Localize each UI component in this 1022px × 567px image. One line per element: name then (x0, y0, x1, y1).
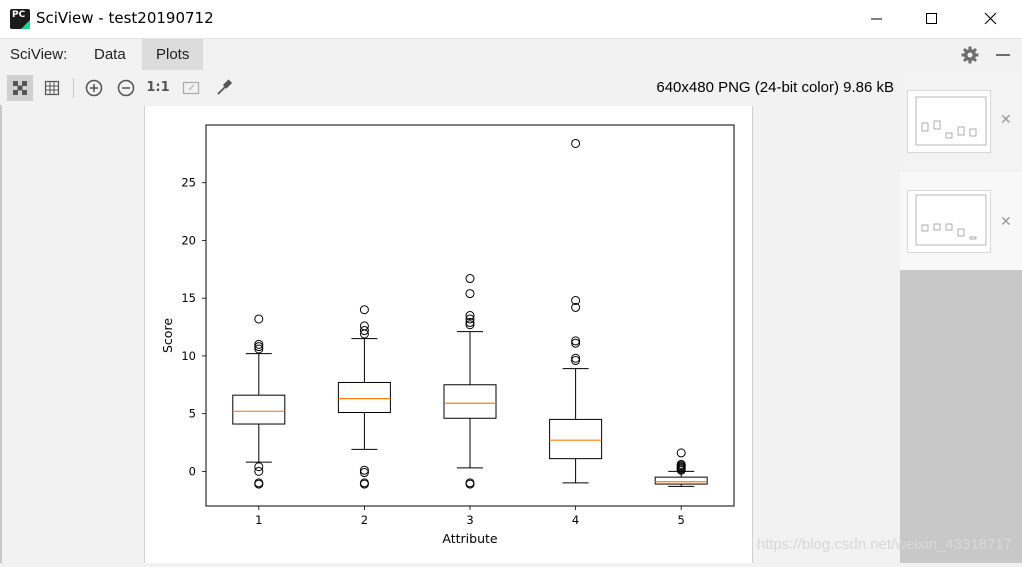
outlier-point (359, 468, 369, 478)
image-info: 640x480 PNG (24-bit color) 9.86 kB (656, 79, 894, 96)
outlier-point (571, 356, 581, 366)
outlier-point (359, 305, 369, 315)
fit-zoom-icon (182, 81, 200, 95)
outlier-point (571, 302, 581, 312)
grid-toggle-button[interactable] (39, 75, 65, 101)
y-tick-label: 20 (181, 233, 196, 247)
app-icon-accent (21, 20, 30, 29)
thumbnail-boxplot-preview (915, 194, 987, 246)
outlier-point (676, 465, 686, 475)
y-axis-label: Score (160, 318, 175, 353)
zoom-in-button[interactable] (81, 75, 107, 101)
x-tick-label: 4 (572, 513, 579, 527)
outlier-point (465, 479, 475, 489)
eyedropper-icon (217, 79, 233, 95)
y-tick-label: 10 (181, 349, 196, 363)
gear-icon (961, 46, 979, 64)
minimize-icon (871, 18, 882, 20)
y-tick-label: 5 (189, 407, 196, 421)
title-bar: PC SciView - test20190712 (0, 0, 1022, 38)
zoom-out-icon (117, 79, 135, 97)
outlier-point (571, 138, 581, 148)
outlier-point (359, 479, 369, 489)
boxplot-chart: 0 5 10 15 20 25 1 2 3 4 5 Attribute Score (160, 124, 735, 546)
y-tick-label: 0 (189, 464, 196, 478)
outlier-point (359, 465, 369, 475)
outlier-point (254, 314, 264, 324)
box (232, 394, 286, 425)
maximize-button[interactable] (906, 0, 956, 38)
outlier-point (465, 317, 475, 327)
outlier-point (359, 321, 369, 331)
outlier-point (254, 342, 264, 352)
image-toolbar: 1:1 640x480 PNG (24-bit color) 9.86 kB (0, 70, 900, 105)
x-tick-label: 1 (255, 513, 262, 527)
tab-data[interactable]: Data (94, 46, 126, 63)
y-tick-label: 15 (181, 291, 196, 305)
minimize-button[interactable] (852, 0, 902, 38)
zoom-in-icon (85, 79, 103, 97)
outlier-point (465, 320, 475, 330)
thumbnail-image (907, 90, 991, 153)
close-icon (984, 12, 997, 25)
window-title: SciView - test20190712 (36, 9, 214, 27)
outlier-point (571, 353, 581, 363)
outlier-point (465, 311, 475, 320)
y-tick-label: 25 (181, 176, 196, 190)
thumbnail-boxplot-preview (915, 96, 987, 146)
outlier-point (254, 479, 264, 489)
x-tick-label: 3 (466, 513, 473, 527)
close-button[interactable] (966, 0, 1016, 38)
outlier-point (359, 326, 369, 336)
box (549, 418, 603, 460)
box (654, 476, 708, 485)
color-picker-button[interactable] (211, 75, 237, 101)
outlier-point (254, 466, 264, 476)
fit-zoom-button[interactable] (178, 75, 204, 101)
pycharm-app-icon: PC (10, 9, 30, 29)
canvas-left-edge (0, 105, 2, 563)
plots-thumbnail-panel: ✕ ✕ (900, 70, 1022, 563)
x-axis-label: Attribute (442, 531, 498, 546)
outlier-point (571, 295, 581, 305)
x-tick-label: 5 (678, 513, 685, 527)
minimize-panel-icon (996, 54, 1010, 56)
actual-size-button[interactable]: 1:1 (146, 80, 170, 95)
thumbnail-item[interactable]: ✕ (900, 70, 1022, 172)
outlier-point (465, 274, 475, 284)
sciview-menubar: SciView: Data Plots (0, 38, 1022, 71)
outlier-point (254, 462, 264, 472)
outlier-point (571, 338, 581, 348)
tab-plots[interactable]: Plots (142, 39, 204, 71)
chessboard-toggle-button[interactable] (7, 75, 33, 101)
outlier-point (254, 339, 264, 349)
thumbnail-image (907, 190, 991, 253)
grid-icon (44, 80, 60, 96)
box (443, 384, 497, 419)
zoom-out-button[interactable] (113, 75, 139, 101)
thumbnail-close-icon[interactable]: ✕ (1000, 214, 1012, 230)
box (337, 381, 391, 413)
outlier-point (254, 344, 264, 354)
plot-image: 0 5 10 15 20 25 1 2 3 4 5 Attribute Score (144, 106, 753, 563)
outlier-point (465, 314, 475, 324)
thumbnail-item-selected[interactable]: ✕ (900, 172, 1022, 270)
app-icon-label: PC (12, 10, 26, 20)
outlier-point (359, 329, 369, 339)
x-tick-label: 2 (361, 513, 368, 527)
thumbnail-close-icon[interactable]: ✕ (1000, 112, 1012, 128)
outlier-point (676, 448, 686, 458)
outlier-point (465, 289, 475, 299)
maximize-icon (926, 13, 937, 24)
outlier-point (571, 336, 581, 346)
settings-button[interactable] (960, 45, 980, 65)
chessboard-icon (13, 81, 27, 95)
toolbar-separator (73, 78, 74, 98)
sciview-label: SciView: (10, 46, 68, 63)
watermark: https://blog.csdn.net/weixin_43318717 (756, 536, 1012, 553)
hide-panel-button[interactable] (993, 45, 1013, 65)
